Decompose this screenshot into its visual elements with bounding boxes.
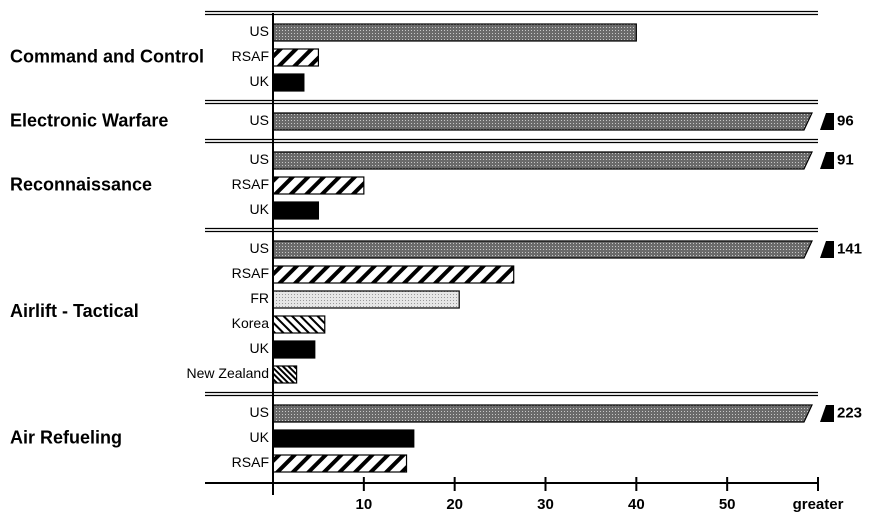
bar xyxy=(272,201,320,220)
value-label: 223 xyxy=(837,404,862,421)
group-label: Air Refueling xyxy=(10,427,122,447)
bar xyxy=(272,265,515,284)
country-label: RSAF xyxy=(232,454,269,470)
bar-break xyxy=(820,113,834,130)
country-label: RSAF xyxy=(232,265,269,281)
group-label: Electronic Warfare xyxy=(10,110,168,130)
country-label: UK xyxy=(250,429,270,445)
x-tick-label: 10 xyxy=(355,496,372,513)
bar xyxy=(272,151,813,170)
country-label: Korea xyxy=(232,315,270,331)
bar-break xyxy=(820,152,834,169)
country-label: UK xyxy=(250,340,270,356)
x-tick-label: 50 xyxy=(719,496,736,513)
value-label: 91 xyxy=(837,151,854,168)
bar xyxy=(272,315,326,334)
bar xyxy=(272,404,813,423)
bar xyxy=(272,429,415,448)
bar xyxy=(272,73,305,92)
bar xyxy=(272,454,408,473)
bar xyxy=(272,365,298,384)
value-label: 96 xyxy=(837,112,854,129)
country-label: US xyxy=(250,404,269,420)
country-label: US xyxy=(250,112,269,128)
country-label: FR xyxy=(250,290,269,306)
country-label: US xyxy=(250,23,269,39)
bar xyxy=(272,340,316,359)
x-tick-label: 30 xyxy=(537,496,554,513)
bar xyxy=(272,23,637,42)
bar-break xyxy=(820,405,834,422)
bar xyxy=(272,290,460,309)
bar xyxy=(272,48,320,67)
country-label: New Zealand xyxy=(187,365,270,381)
group-label: Reconnaissance xyxy=(10,174,152,194)
country-label: RSAF xyxy=(232,176,269,192)
bar-break xyxy=(820,241,834,258)
bar xyxy=(272,112,813,131)
bar xyxy=(272,176,365,195)
country-label: RSAF xyxy=(232,48,269,64)
country-label: US xyxy=(250,240,269,256)
country-label: US xyxy=(250,151,269,167)
group-label: Airlift - Tactical xyxy=(10,301,139,321)
country-label: UK xyxy=(250,201,270,217)
bar xyxy=(272,240,813,259)
country-label: UK xyxy=(250,73,270,89)
value-label: 141 xyxy=(837,240,862,257)
x-tick-label: 20 xyxy=(446,496,463,513)
group-label: Command and Control xyxy=(10,46,204,66)
x-tick-label: 40 xyxy=(628,496,645,513)
x-tick-label: greater xyxy=(793,496,844,513)
